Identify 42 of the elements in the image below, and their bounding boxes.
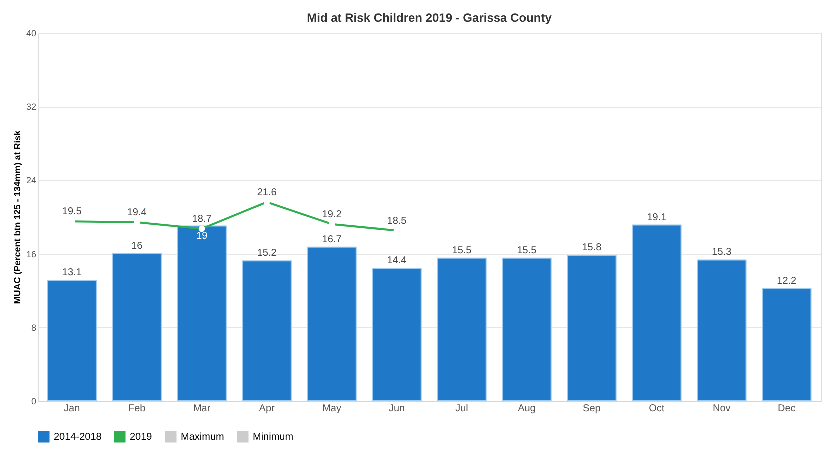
y-tick-label: 8 bbox=[31, 322, 36, 333]
data-label: 19.1 bbox=[647, 212, 668, 224]
chart-title: Mid at Risk Children 2019 - Garissa County bbox=[307, 11, 552, 25]
legend-label: 2019 bbox=[130, 432, 153, 443]
data-label: 18.5 bbox=[387, 216, 408, 227]
data-label: 21.6 bbox=[257, 187, 278, 198]
data-label: 15.5 bbox=[452, 245, 472, 256]
x-tick-label: Feb bbox=[128, 404, 146, 414]
x-tick-label: Jul bbox=[456, 404, 468, 414]
y-tick-label: 0 bbox=[31, 396, 36, 406]
y-tick-label: 32 bbox=[26, 102, 36, 112]
data-label: 18.7 bbox=[192, 214, 212, 225]
data-label: 19.5 bbox=[62, 206, 82, 218]
data-label: 19 bbox=[196, 231, 208, 242]
x-tick-label: Nov bbox=[713, 404, 731, 414]
x-tick-label: Mar bbox=[193, 404, 212, 414]
y-tick-label: 16 bbox=[26, 249, 36, 260]
data-label: 15.2 bbox=[257, 248, 278, 260]
data-label: 19.4 bbox=[127, 208, 148, 219]
data-label: 12.2 bbox=[777, 276, 798, 287]
legend-label: Minimum bbox=[253, 432, 294, 443]
data-label: 19.2 bbox=[322, 209, 342, 220]
x-tick-label: Jun bbox=[388, 404, 406, 414]
data-label: 15.3 bbox=[712, 247, 732, 258]
data-label: 15.8 bbox=[582, 242, 602, 254]
x-tick-label: Apr bbox=[259, 404, 276, 414]
legend-label: 2014-2018 bbox=[54, 432, 102, 443]
y-axis-title: MUAC (Percent btn 125 - 134mm) at Risk bbox=[12, 130, 22, 304]
data-label: 14.4 bbox=[387, 256, 408, 267]
legend-label: Maximum bbox=[181, 432, 224, 443]
x-tick-label: May bbox=[322, 404, 342, 414]
data-label: 13.1 bbox=[62, 267, 82, 278]
x-tick-label: Dec bbox=[778, 404, 796, 414]
x-tick-label: Aug bbox=[518, 404, 536, 414]
data-label: 16 bbox=[132, 240, 144, 252]
y-tick-label: 40 bbox=[26, 28, 36, 38]
x-tick-label: Sep bbox=[583, 404, 602, 414]
data-label: 16.7 bbox=[322, 234, 342, 246]
x-tick-label: Oct bbox=[649, 404, 665, 414]
y-tick-label: 24 bbox=[26, 176, 36, 186]
x-tick-label: Jan bbox=[64, 404, 80, 414]
data-label: 15.5 bbox=[517, 245, 538, 256]
